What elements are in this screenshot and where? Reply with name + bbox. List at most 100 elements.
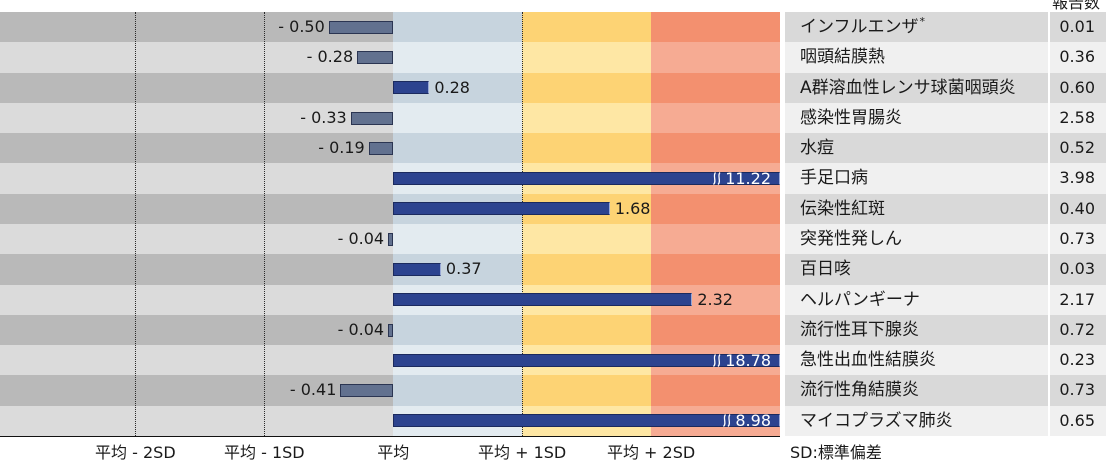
table-row: 突発性発しん 0.73 [785,224,1106,255]
bar-value-label: 8.98 [735,411,771,431]
table-row: 急性出血性結膜炎 0.23 [785,345,1106,376]
bar-value-label: 18.78 [725,350,771,370]
bar-value-label: - 0.50 [278,17,325,36]
deviation-bar [393,172,780,186]
bar-value-label: - 0.04 [337,229,385,248]
bar-value-label: 1.68 [614,198,651,218]
x-tick-label: 平均 [377,443,410,462]
disease-name-cell: マイコプラズマ肺炎 [785,405,1048,436]
deviation-bar [388,323,394,337]
disease-name: 感染性胃腸炎 [800,107,902,128]
disease-name-cell: ヘルパンギーナ [785,284,1048,315]
disease-name: 伝染性紅斑 [800,198,885,219]
x-axis-ticks: 平均 - 2SD 平均 - 1SD 平均 平均 + 1SD 平均 + 2SD [0,443,780,462]
axis-break-icon [713,353,721,367]
deviation-bar [350,111,394,125]
disease-name: ヘルパンギーナ [800,289,920,310]
table-row: 流行性角結膜炎 0.73 [785,375,1106,406]
report-count: 0.40 [1050,193,1106,224]
deviation-bar [393,353,780,367]
table-row: A群溶血性レンサ球菌咽頭炎 0.60 [785,72,1106,103]
axis-break-icon [713,172,721,186]
axis-break-icon [723,414,731,428]
bar-value-label: - 0.33 [300,107,347,127]
report-count: 0.23 [1050,345,1106,376]
x-axis-line [0,436,780,437]
disease-name: 手足口病 [800,168,868,189]
deviation-bar [393,414,780,428]
report-count: 0.72 [1050,314,1106,346]
disease-name-cell: 流行性耳下腺炎 [785,314,1048,346]
sd-reference-line [522,12,524,436]
report-count: 0.60 [1050,72,1106,103]
broken-bar-label: 18.78 [711,345,771,375]
report-count: 2.58 [1050,102,1106,134]
report-count: 3.98 [1050,163,1106,194]
disease-name-cell: A群溶血性レンサ球菌咽頭炎 [785,72,1048,103]
table-row: マイコプラズマ肺炎 0.65 [785,405,1106,436]
sd-footnote: SD:標準偏差 [790,443,882,462]
table-row: 手足口病 3.98 [785,163,1106,194]
report-count: 0.36 [1050,42,1106,73]
disease-name: 突発性発しん [800,229,902,249]
bar-value-label: 0.37 [445,259,482,279]
disease-name-cell: 突発性発しん [785,224,1048,255]
deviation-bar [368,141,394,155]
sd-deviation-chart: - 0.50 - 0.28 0.28 - 0.33 - 0.19 11.22 1.68 - 0… [0,12,780,436]
x-tick-label: 平均 + 1SD [478,443,567,462]
report-count: 2.17 [1050,284,1106,315]
disease-name-cell: 流行性角結膜炎 [785,375,1048,406]
deviation-bar [393,293,693,307]
sd-reference-line [135,12,137,436]
disease-name-cell: 水痘 [785,133,1048,164]
deviation-bar [388,232,394,246]
deviation-bar [393,202,610,216]
deviation-bar [357,50,394,64]
deviation-bar [393,81,430,95]
disease-name: 咽頭結膜熱 [800,47,885,68]
bar-value-label: - 0.04 [337,319,385,339]
deviation-bar [340,384,394,398]
x-tick-label: 平均 - 1SD [223,443,305,462]
report-count: 0.52 [1050,133,1106,164]
report-count: 0.73 [1050,224,1106,255]
broken-bar-label: 8.98 [721,406,771,436]
table-row: 感染性胃腸炎 2.58 [785,102,1106,134]
table-row: ヘルパンギーナ 2.17 [785,284,1106,315]
disease-name-cell: 伝染性紅斑 [785,193,1048,224]
table-row: 水痘 0.52 [785,133,1106,164]
disease-name-cell: 咽頭結膜熱 [785,42,1048,73]
deviation-bar [328,20,394,34]
disease-name: 水痘 [800,138,834,159]
bar-value-label: - 0.41 [289,380,337,400]
report-count: 0.03 [1050,254,1106,285]
table-row: 咽頭結膜熱 0.36 [785,42,1106,73]
sd-reference-line [264,12,266,436]
disease-name-cell: 手足口病 [785,163,1048,194]
table-row: 百日咳 0.03 [785,254,1106,285]
bar-value-label: 2.32 [697,289,733,309]
report-count: 0.01 [1050,12,1106,43]
disease-name: マイコプラズマ肺炎 [800,410,953,431]
disease-name-cell: 百日咳 [785,254,1048,285]
disease-name-cell: 感染性胃腸炎 [785,102,1048,134]
table-row: インフルエンザ* 0.01 [785,12,1106,43]
bar-value-label: 11.22 [725,169,771,189]
bar-value-label: 0.28 [434,77,470,97]
row-band [0,193,780,224]
report-count-header: 報告数 [1051,0,1100,12]
disease-name: A群溶血性レンサ球菌咽頭炎 [800,77,1016,98]
report-table: インフルエンザ* 0.01 咽頭結膜熱 0.36 A群溶血性レンサ球菌咽頭炎 0.60 感染… [785,12,1106,436]
disease-name-cell: 急性出血性結膜炎 [785,345,1048,376]
x-tick-label: 平均 + 2SD [606,443,696,462]
table-row: 流行性耳下腺炎 0.72 [785,314,1106,346]
disease-name: 流行性角結膜炎 [800,380,919,401]
disease-name: 急性出血性結膜炎 [800,350,936,371]
x-tick-label: 平均 - 2SD [95,443,176,462]
disease-name-cell: インフルエンザ* [785,12,1048,43]
table-row: 伝染性紅斑 0.40 [785,193,1106,224]
bar-value-label: - 0.28 [306,47,354,67]
broken-bar-label: 11.22 [711,163,771,193]
report-count: 0.65 [1050,405,1106,436]
disease-name: 流行性耳下腺炎 [800,319,919,340]
